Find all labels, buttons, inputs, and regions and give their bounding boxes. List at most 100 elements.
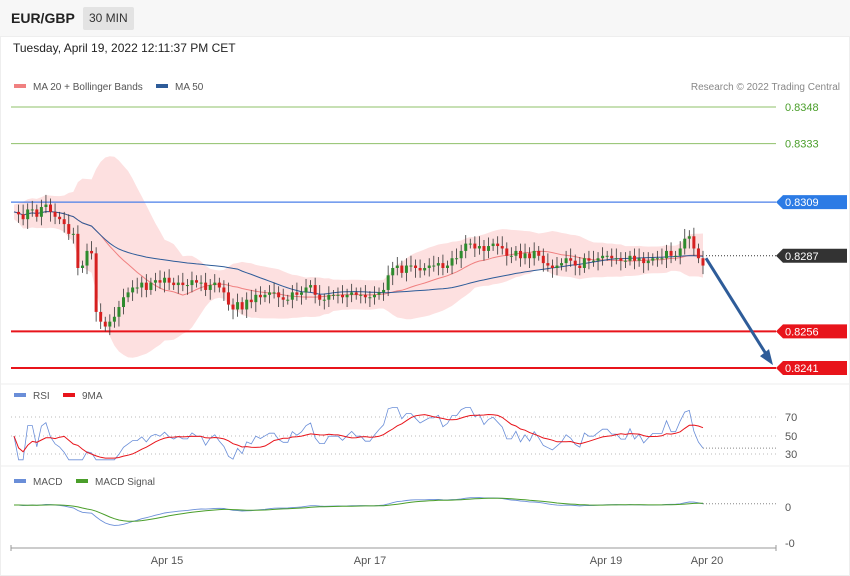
candle-body xyxy=(153,280,157,283)
candle-body xyxy=(331,294,335,296)
candle-body xyxy=(687,236,691,239)
candle-body xyxy=(112,316,116,322)
rsi-line xyxy=(13,407,704,461)
macd-tick-zero: 0 xyxy=(785,502,791,514)
candle-body xyxy=(21,214,25,220)
candle-body xyxy=(646,260,650,264)
x-tick-label: Apr 15 xyxy=(151,555,183,567)
rsi-ma-legend-label: 9MA xyxy=(82,391,103,402)
candle-body xyxy=(17,211,21,215)
candle-body xyxy=(281,297,285,300)
candle-body xyxy=(44,204,48,208)
candle-body xyxy=(523,253,527,259)
candle-body xyxy=(532,250,536,259)
candle-body xyxy=(696,248,700,259)
candle-body xyxy=(103,321,107,327)
timeframe-badge[interactable]: 30 MIN xyxy=(83,7,134,30)
price-level-tag xyxy=(776,195,847,210)
candle-body xyxy=(427,265,431,268)
rsi-ma-line xyxy=(13,413,704,459)
candle-body xyxy=(359,294,363,296)
candle-body xyxy=(258,294,262,298)
candle-body xyxy=(560,263,564,266)
candle-body xyxy=(491,243,495,247)
ma20-legend-label: MA 20 + Bollinger Bands xyxy=(33,82,143,93)
candle-body xyxy=(445,265,449,268)
candle-body xyxy=(500,246,504,249)
candle-body xyxy=(514,250,518,256)
datetime-label: Tuesday, April 19, 2022 12:11:37 PM CET xyxy=(13,41,236,55)
candle-body xyxy=(473,243,477,249)
candle-body xyxy=(30,209,34,211)
candle-body xyxy=(569,258,573,261)
candle-body xyxy=(587,258,591,261)
candle-body xyxy=(176,282,180,286)
candle-body xyxy=(213,282,217,286)
candle-body xyxy=(395,265,399,268)
ma20-legend-swatch xyxy=(14,84,26,88)
price-level-label: 0.8348 xyxy=(785,102,819,114)
candle-body xyxy=(400,265,404,273)
candle-body xyxy=(423,267,427,271)
candle-body xyxy=(368,297,372,299)
candle-body xyxy=(623,260,627,262)
candle-body xyxy=(468,243,472,245)
candle-body xyxy=(144,282,148,290)
candle-body xyxy=(341,294,345,298)
candle-body xyxy=(496,243,500,247)
candle-body xyxy=(327,294,331,300)
candle-body xyxy=(596,258,600,261)
candle-body xyxy=(386,275,390,290)
candle-body xyxy=(249,299,253,303)
macd-line xyxy=(13,497,704,526)
price-level-label: 0.8333 xyxy=(785,139,819,151)
macd-signal-legend-swatch xyxy=(76,479,88,483)
candle-body xyxy=(651,258,655,261)
rsi-tick-50: 50 xyxy=(785,431,797,443)
candle-body xyxy=(505,248,509,256)
candle-body xyxy=(628,255,632,261)
macd-signal-legend-label: MACD Signal xyxy=(95,477,155,488)
price-level-tag xyxy=(776,248,847,263)
candle-body xyxy=(591,260,595,262)
macd-legend-swatch xyxy=(14,479,26,483)
candle-body xyxy=(90,250,94,254)
candle-body xyxy=(610,255,614,259)
ma50-legend-swatch xyxy=(156,84,168,88)
candle-body xyxy=(126,292,130,298)
candle-body xyxy=(404,265,408,273)
symbol-title: EUR/GBP xyxy=(11,10,75,26)
candle-body xyxy=(336,294,340,296)
candle-body xyxy=(432,265,436,267)
candle-body xyxy=(350,292,354,295)
x-tick-label: Apr 20 xyxy=(691,555,723,567)
rsi-tick-30: 30 xyxy=(785,449,797,461)
price-level-label: 0.8309 xyxy=(785,197,819,209)
projection-arrow xyxy=(704,257,770,358)
rsi-tick-70: 70 xyxy=(785,412,797,424)
candle-body xyxy=(240,302,244,310)
candle-body xyxy=(345,294,349,298)
candle-body xyxy=(277,292,281,298)
candle-body xyxy=(254,294,258,303)
candle-body xyxy=(204,282,208,290)
candle-body xyxy=(518,250,522,259)
price-level-label: 0.8241 xyxy=(785,363,819,375)
candle-body xyxy=(226,292,230,305)
price-level-tag xyxy=(776,324,847,339)
candle-body xyxy=(181,282,185,286)
candle-body xyxy=(217,282,221,288)
candle-body xyxy=(131,287,135,293)
candle-body xyxy=(245,299,249,310)
candle-body xyxy=(619,258,623,261)
candle-body xyxy=(509,255,513,257)
candle-body xyxy=(441,263,445,268)
candle-body xyxy=(669,250,673,256)
candle-body xyxy=(117,307,121,317)
candle-body xyxy=(459,250,463,259)
candle-body xyxy=(450,258,454,266)
candle-body xyxy=(683,238,687,249)
candle-body xyxy=(573,260,577,266)
candle-body xyxy=(637,258,641,261)
